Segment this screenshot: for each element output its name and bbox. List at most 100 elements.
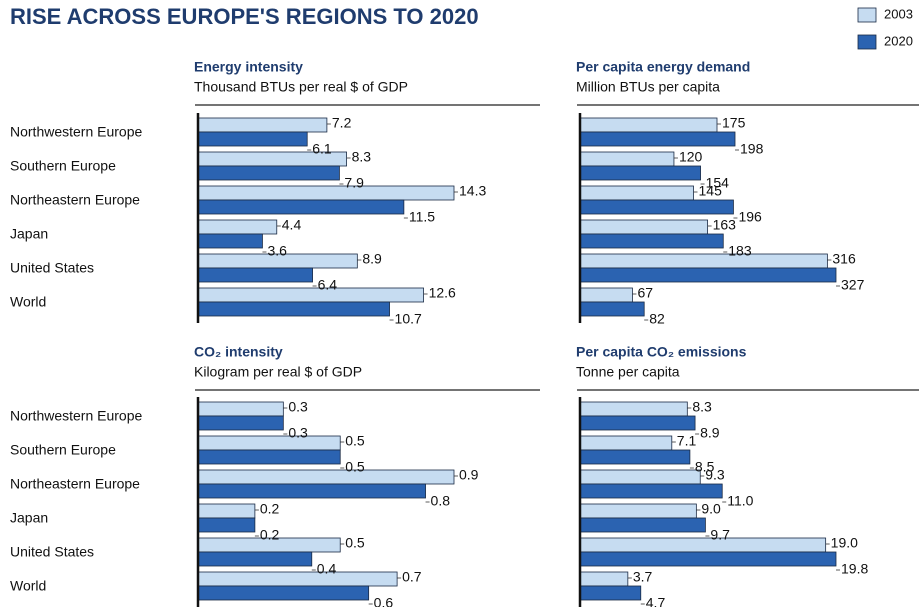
bar [579,219,709,235]
legend-label: 2020 [884,33,913,48]
bar [579,165,701,181]
panel-subtitle: Million BTUs per capita [576,79,720,95]
value-label: 9.0 [701,501,721,517]
bar [197,219,278,235]
bar [197,517,256,533]
value-label: 8.3 [692,399,712,415]
panel-subtitle: Tonne per capita [576,364,680,380]
value-label: 196 [738,209,762,225]
value-label: 0.9 [459,467,479,483]
value-label: 145 [699,183,723,199]
bar [579,233,724,249]
value-label: 0.3 [288,425,308,441]
bar [579,267,837,283]
bar [579,517,706,533]
value-label: 0.5 [345,459,365,475]
value-label: 8.9 [362,251,382,267]
bar [197,267,313,283]
bar [579,571,629,587]
value-label: 9.7 [710,527,730,543]
value-label: 0.7 [402,569,422,585]
panel-title: Per capita CO₂ emissions [576,344,747,360]
bar [579,185,694,201]
value-label: 82 [649,311,665,327]
category-label: United States [10,260,94,276]
bar [197,415,284,431]
panel-subtitle: Thousand BTUs per real $ of GDP [194,79,408,95]
bar [197,469,455,485]
value-label: 7.2 [332,115,352,131]
value-label: 19.8 [841,561,868,577]
category-label: United States [10,544,94,560]
bar [197,301,390,317]
legend-swatch [857,7,877,23]
value-label: 14.3 [459,183,486,199]
category-label: Japan [10,510,48,526]
value-label: 8.3 [352,149,372,165]
bar [579,551,837,567]
value-label: 0.2 [260,527,280,543]
value-label: 4.4 [282,217,302,233]
bar [197,435,341,451]
bar [579,301,645,317]
panel-title: CO₂ intensity [194,344,283,360]
category-label: Northwestern Europe [10,124,143,140]
bar [579,401,688,417]
category-label: World [10,578,46,594]
value-label: 11.5 [409,209,435,225]
value-label: 327 [841,277,865,293]
bar [579,131,736,147]
bar [579,151,675,167]
value-label: 198 [740,141,764,157]
bar [197,233,263,249]
value-label: 163 [713,217,737,233]
bar [197,117,328,133]
value-label: 8.9 [700,425,720,441]
bar [197,571,398,587]
value-label: 11.0 [727,493,753,509]
value-label: 120 [679,149,703,165]
bar [197,585,370,601]
panel-subtitle: Kilogram per real $ of GDP [194,364,362,380]
panel-title: Energy intensity [194,59,303,75]
bar [197,551,313,567]
value-label: 0.5 [345,535,365,551]
value-label: 19.0 [831,535,858,551]
value-label: 0.5 [345,433,365,449]
bar [197,165,340,181]
value-label: 6.4 [318,277,338,293]
value-label: 10.7 [395,311,422,327]
value-label: 0.6 [374,595,394,607]
bar [197,131,308,147]
bar [579,503,697,519]
bar [579,483,723,499]
bar [197,199,405,215]
category-label: Northeastern Europe [10,192,140,208]
value-label: 7.9 [344,175,364,191]
bar [197,185,455,201]
value-label: 183 [728,243,752,259]
value-label: 154 [706,175,730,191]
bar [579,449,691,465]
bar [579,435,673,451]
bar [197,503,256,519]
value-label: 8.5 [695,459,715,475]
panel-title: Per capita energy demand [576,59,750,75]
value-label: 316 [832,251,856,267]
value-label: 3.7 [633,569,653,585]
category-label: World [10,294,46,310]
bar [197,287,424,303]
bar [579,537,827,553]
bar [579,415,696,431]
bar [579,253,828,269]
legend-swatch [857,34,877,50]
value-label: 0.3 [288,399,308,415]
value-label: 67 [637,285,653,301]
category-label: Southern Europe [10,158,116,174]
bar [197,401,284,417]
value-label: 6.1 [312,141,332,157]
value-label: 0.2 [260,501,280,517]
value-label: 0.8 [431,493,451,509]
value-label: 0.4 [317,561,337,577]
